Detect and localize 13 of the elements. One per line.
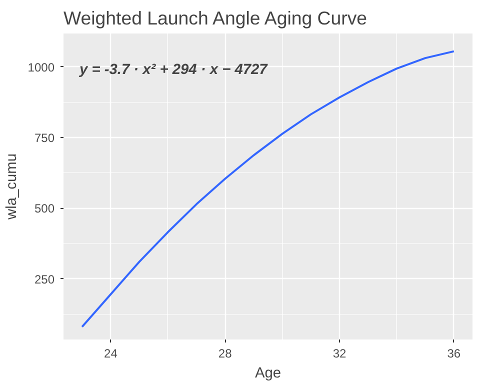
y-tick-label: 1000 [28, 60, 55, 74]
x-axis-title: Age [254, 366, 282, 382]
x-tick-label: 32 [332, 346, 347, 360]
line-series [81, 50, 455, 328]
x-tick-label: 28 [218, 346, 232, 360]
x-tick-label: 36 [447, 346, 461, 360]
y-tick-label: 250 [34, 272, 55, 286]
y-tick-label: 500 [34, 202, 55, 216]
y-axis-title: wla_cumu [4, 154, 20, 220]
chart-title: Weighted Launch Angle Aging Curve [64, 8, 368, 28]
annotation: y = -3.7 · x² + 294 · x − 4727 [78, 62, 268, 78]
x-tick-label: 24 [104, 346, 118, 360]
y-tick-label: 750 [34, 130, 55, 145]
